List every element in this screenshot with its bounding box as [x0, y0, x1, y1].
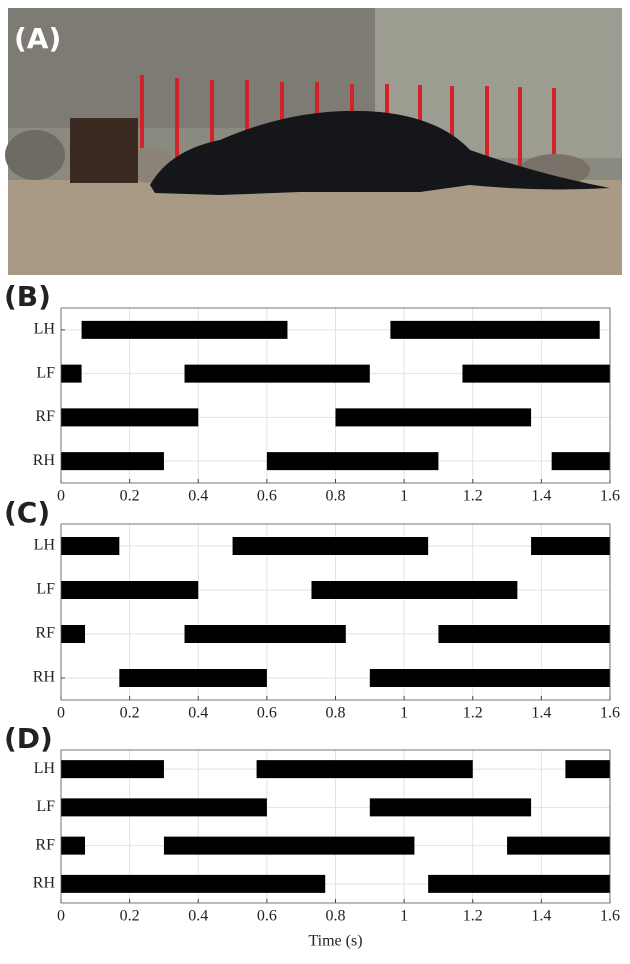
y-tick-label: RH: [33, 669, 56, 686]
stance-bar: [61, 537, 119, 555]
stance-bar: [531, 537, 610, 555]
y-tick-label: LH: [34, 760, 56, 777]
y-tick-label: LH: [34, 537, 56, 554]
stance-bar: [61, 798, 267, 816]
x-tick-label: 1: [400, 705, 408, 722]
x-tick-label: 0.2: [120, 488, 140, 505]
x-tick-label: 0: [57, 908, 65, 925]
x-tick-label: 1.6: [600, 705, 620, 722]
stance-bar: [61, 452, 164, 470]
x-tick-label: 1.2: [463, 908, 483, 925]
stance-bar: [267, 452, 439, 470]
y-tick-label: RH: [33, 452, 56, 469]
x-tick-label: 0: [57, 488, 65, 505]
ground: [8, 180, 622, 275]
stance-bar: [552, 452, 610, 470]
stance-bar: [370, 798, 531, 816]
rock: [5, 130, 65, 180]
x-tick-label: 0.6: [257, 488, 277, 505]
x-tick-label: 0.6: [257, 908, 277, 925]
panel-label: (B): [4, 280, 51, 313]
stance-bar: [61, 581, 198, 599]
y-tick-label: RF: [35, 836, 55, 853]
x-tick-label: 1.4: [531, 908, 551, 925]
y-tick-label: RF: [35, 625, 55, 642]
stance-bar: [61, 365, 82, 383]
x-tick-label: 1.2: [463, 488, 483, 505]
x-tick-label: 1.4: [531, 488, 551, 505]
x-tick-label: 0.6: [257, 705, 277, 722]
stance-bar: [61, 408, 198, 426]
x-tick-label: 1.2: [463, 705, 483, 722]
stance-bar: [233, 537, 429, 555]
x-tick-label: 1: [400, 908, 408, 925]
y-tick-label: LH: [34, 321, 56, 338]
x-tick-label: 0.4: [188, 488, 208, 505]
y-tick-label: LF: [36, 364, 55, 381]
y-tick-label: LF: [36, 581, 55, 598]
stance-bar: [61, 625, 85, 643]
stance-bar: [565, 760, 610, 778]
y-tick-label: RH: [33, 875, 56, 892]
x-axis-label: Time (s): [308, 933, 362, 950]
x-tick-label: 1.4: [531, 705, 551, 722]
stance-bar: [185, 625, 346, 643]
x-tick-label: 0.4: [188, 705, 208, 722]
x-tick-label: 0.2: [120, 705, 140, 722]
photo-label: (A): [14, 22, 61, 55]
stance-bar: [390, 321, 599, 339]
stance-bar: [428, 875, 610, 893]
stance-bar: [82, 321, 288, 339]
x-tick-label: 0.4: [188, 908, 208, 925]
stance-bar: [119, 669, 267, 687]
y-tick-label: LF: [36, 798, 55, 815]
stance-bar: [185, 365, 370, 383]
stance-bar: [438, 625, 610, 643]
x-tick-label: 1.6: [600, 488, 620, 505]
stance-bar: [164, 837, 414, 855]
x-tick-label: 0.2: [120, 908, 140, 925]
figure: (A) (B) 0 0.2 0.4 0.6 0.8 1 1.2 1.4 1.6 LH LF RF RH (C…: [0, 0, 630, 959]
x-tick-label: 1: [400, 488, 408, 505]
x-tick-label: 0.8: [326, 488, 346, 505]
x-tick-label: 0.8: [326, 908, 346, 925]
panel-label: (D): [4, 722, 53, 755]
stance-bar: [462, 365, 610, 383]
wall: [8, 8, 375, 128]
stance-bar: [507, 837, 610, 855]
box: [70, 118, 138, 183]
stance-bar: [370, 669, 610, 687]
stance-bar: [257, 760, 473, 778]
photo: (A): [5, 8, 622, 275]
stance-bar: [61, 837, 85, 855]
stance-bar: [311, 581, 517, 599]
stance-bar: [61, 760, 164, 778]
stance-bar: [336, 408, 532, 426]
x-tick-label: 0.8: [326, 705, 346, 722]
stance-bar: [61, 875, 325, 893]
y-tick-label: RF: [35, 408, 55, 425]
x-tick-label: 1.6: [600, 908, 620, 925]
x-tick-label: 0: [57, 705, 65, 722]
panel-label: (C): [4, 496, 50, 529]
